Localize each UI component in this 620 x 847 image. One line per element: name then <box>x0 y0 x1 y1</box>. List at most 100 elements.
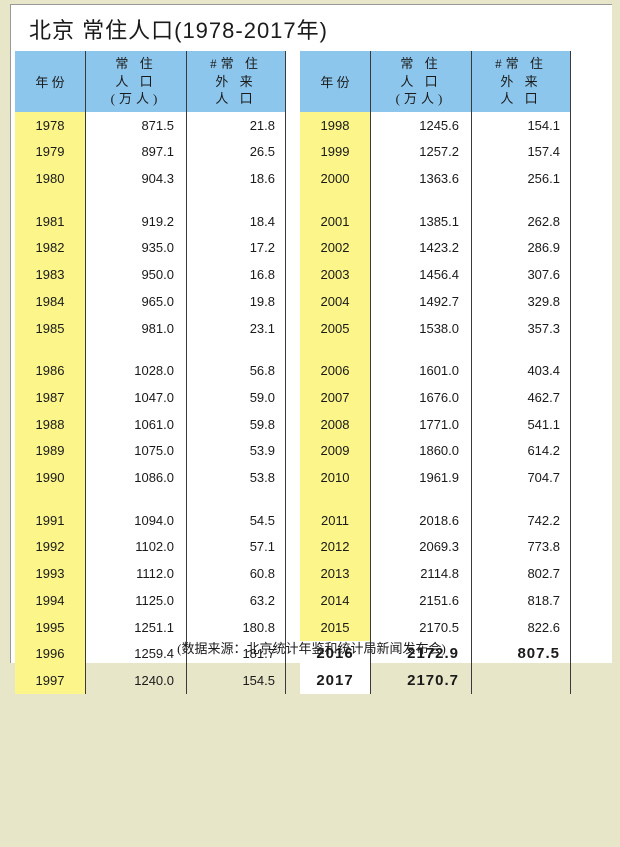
cell-year: 2007 <box>300 384 371 411</box>
cell-migrant: 462.7 <box>472 384 571 411</box>
cell-population: 1240.0 <box>86 667 187 694</box>
table-row: 19981245.6154.1 <box>300 112 571 139</box>
cell-migrant: 822.6 <box>472 614 571 641</box>
cell-migrant: 329.8 <box>472 288 571 315</box>
cell-population: 1492.7 <box>371 288 472 315</box>
cell-population: 1601.0 <box>371 357 472 384</box>
cell-population: 1423.2 <box>371 234 472 261</box>
table-row: 19871047.059.0 <box>15 384 286 411</box>
cell-migrant: 53.8 <box>187 464 286 491</box>
table-row <box>300 342 571 358</box>
table-row: 1983950.016.8 <box>15 261 286 288</box>
cell-year: 1987 <box>15 384 86 411</box>
table-row: 19921102.057.1 <box>15 533 286 560</box>
cell-migrant: 773.8 <box>472 533 571 560</box>
table-row: 19971240.0154.5 <box>15 667 286 694</box>
cell-population: 2018.6 <box>371 507 472 534</box>
cell-migrant: 16.8 <box>187 261 286 288</box>
cell-migrant: 60.8 <box>187 560 286 587</box>
cell-year: 1980 <box>15 165 86 192</box>
cell-population: 1456.4 <box>371 261 472 288</box>
col-population: 常 住 人 口 (万人) <box>371 51 472 112</box>
table-row: 1984965.019.8 <box>15 288 286 315</box>
cell-migrant: 21.8 <box>187 112 286 139</box>
cell-population: 1102.0 <box>86 533 187 560</box>
cell-population: 1028.0 <box>86 357 187 384</box>
table-row: 20041492.7329.8 <box>300 288 571 315</box>
table-row: 19891075.053.9 <box>15 437 286 464</box>
table-row: 19951251.1180.8 <box>15 614 286 641</box>
table-row <box>15 342 286 358</box>
table-row <box>15 192 286 208</box>
cell-year: 1984 <box>15 288 86 315</box>
table-row: 20001363.6256.1 <box>300 165 571 192</box>
cell-migrant: 57.1 <box>187 533 286 560</box>
cell-year: 2004 <box>300 288 371 315</box>
table-row: 19991257.2157.4 <box>300 138 571 165</box>
table-row: 19901086.053.8 <box>15 464 286 491</box>
cell-year: 1990 <box>15 464 86 491</box>
cell-year: 1998 <box>300 112 371 139</box>
cell-migrant: 54.5 <box>187 507 286 534</box>
cell-population: 871.5 <box>86 112 187 139</box>
cell-migrant: 18.4 <box>187 208 286 235</box>
col-migrant: #常 住 外 来 人 口 <box>472 51 571 112</box>
cell-population: 1061.0 <box>86 411 187 438</box>
cell-year: 2014 <box>300 587 371 614</box>
table-row: 20132114.8802.7 <box>300 560 571 587</box>
cell-year: 1986 <box>15 357 86 384</box>
cell-year: 2017 <box>300 667 371 694</box>
cell-population: 1363.6 <box>371 165 472 192</box>
table-row: 20142151.6818.7 <box>300 587 571 614</box>
cell-year: 2015 <box>300 614 371 641</box>
cell-population: 919.2 <box>86 208 187 235</box>
population-table-right: 年 份 常 住 人 口 (万人) #常 住 外 来 人 口 <box>300 51 571 694</box>
table-row: 20051538.0357.3 <box>300 315 571 342</box>
cell-population: 1385.1 <box>371 208 472 235</box>
table-row: 1978871.521.8 <box>15 112 286 139</box>
cell-year: 1982 <box>15 234 86 261</box>
table-row: 1979897.126.5 <box>15 138 286 165</box>
cell-population: 2170.7 <box>371 667 472 694</box>
cell-year: 1992 <box>15 533 86 560</box>
cell-year: 1991 <box>15 507 86 534</box>
table-body-left: 1978871.521.81979897.126.51980904.318.61… <box>15 112 286 695</box>
table-row <box>15 491 286 507</box>
col-migrant: #常 住 外 来 人 口 <box>187 51 286 112</box>
cell-migrant: 180.8 <box>187 614 286 641</box>
cell-population: 1961.9 <box>371 464 472 491</box>
cell-migrant: 704.7 <box>472 464 571 491</box>
cell-population: 1860.0 <box>371 437 472 464</box>
tables-container: 年 份 常 住 人 口 (万人) #常 住 外 来 人 口 <box>11 51 612 634</box>
cell-migrant: 541.1 <box>472 411 571 438</box>
col-year: 年 份 <box>300 51 371 112</box>
cell-migrant: 53.9 <box>187 437 286 464</box>
cell-population: 1245.6 <box>371 112 472 139</box>
cell-migrant: 807.5 <box>472 641 571 668</box>
col-year: 年 份 <box>15 51 86 112</box>
cell-population: 965.0 <box>86 288 187 315</box>
cell-year: 2013 <box>300 560 371 587</box>
cell-year: 1979 <box>15 138 86 165</box>
table-row <box>300 192 571 208</box>
table-body-right: 19981245.6154.119991257.2157.420001363.6… <box>300 112 571 695</box>
cell-migrant: 256.1 <box>472 165 571 192</box>
cell-migrant: 23.1 <box>187 315 286 342</box>
table-row: 20122069.3773.8 <box>300 533 571 560</box>
table-row: 20031456.4307.6 <box>300 261 571 288</box>
table-row: 19931112.060.8 <box>15 560 286 587</box>
cell-year: 2008 <box>300 411 371 438</box>
cell-population: 2170.5 <box>371 614 472 641</box>
cell-year: 2001 <box>300 208 371 235</box>
cell-year: 1994 <box>15 587 86 614</box>
cell-migrant: 818.7 <box>472 587 571 614</box>
cell-year: 2012 <box>300 533 371 560</box>
page: 北京 常住人口(1978-2017年) 年 份 常 住 人 口 (万人) <box>10 4 612 663</box>
cell-year: 1996 <box>15 641 86 668</box>
cell-migrant: 307.6 <box>472 261 571 288</box>
cell-population: 935.0 <box>86 234 187 261</box>
cell-migrant: 614.2 <box>472 437 571 464</box>
cell-population: 897.1 <box>86 138 187 165</box>
table-row: 19881061.059.8 <box>15 411 286 438</box>
cell-migrant <box>472 667 571 694</box>
